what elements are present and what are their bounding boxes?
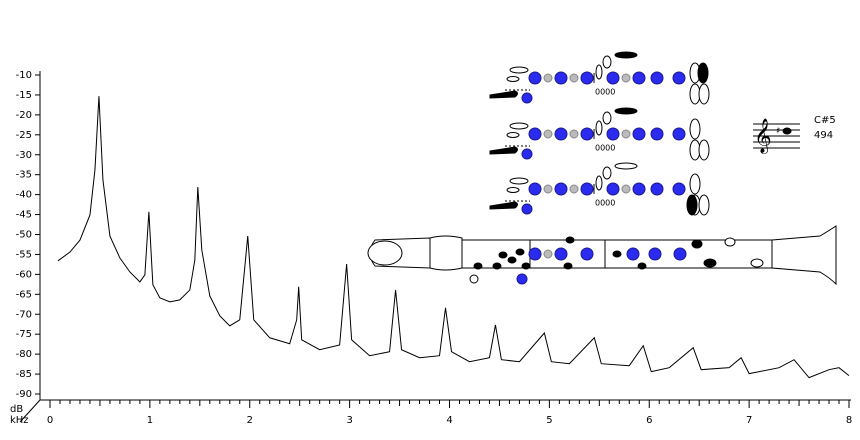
spectrum-line — [57, 96, 850, 379]
y-tick-label: -20 — [16, 110, 32, 121]
y-tick-label: -15 — [16, 90, 32, 101]
y-unit: dB — [10, 404, 23, 415]
axis-corner — [19, 399, 41, 423]
x-tick-label: 6 — [646, 415, 652, 426]
x-tick-label: 0 — [47, 415, 53, 426]
y-tick-label: -80 — [16, 349, 32, 360]
clef: 𝄞 — [754, 119, 772, 155]
x-tick-label: 8 — [846, 415, 852, 426]
y-tick-label: -35 — [16, 170, 32, 181]
svg-text:♯: ♯ — [776, 127, 780, 137]
y-tick-label: -60 — [16, 269, 32, 280]
x-unit: kHz — [10, 415, 29, 426]
note-frequency: 494 — [814, 130, 833, 141]
y-tick-label: -70 — [16, 309, 32, 320]
x-tick-label: 4 — [446, 415, 452, 426]
y-tick-label: -90 — [16, 389, 32, 400]
note-name: C#5 — [814, 115, 836, 126]
y-tick-label: -25 — [16, 130, 32, 141]
x-tick-label: 3 — [346, 415, 352, 426]
y-tick-label: -45 — [16, 210, 32, 221]
y-tick-label: -30 — [16, 150, 32, 161]
y-tick-label: -55 — [16, 249, 32, 260]
y-tick-label: -50 — [16, 230, 32, 241]
y-tick-label: -10 — [16, 70, 32, 81]
x-tick-label: 1 — [147, 415, 153, 426]
x-tick-label: 7 — [746, 415, 752, 426]
y-tick-label: -65 — [16, 289, 32, 300]
x-tick-label: 5 — [546, 415, 552, 426]
y-tick-label: -75 — [16, 329, 32, 340]
x-tick-label: 2 — [247, 415, 253, 426]
y-tick-label: -85 — [16, 369, 32, 380]
y-tick-label: -40 — [16, 190, 32, 201]
